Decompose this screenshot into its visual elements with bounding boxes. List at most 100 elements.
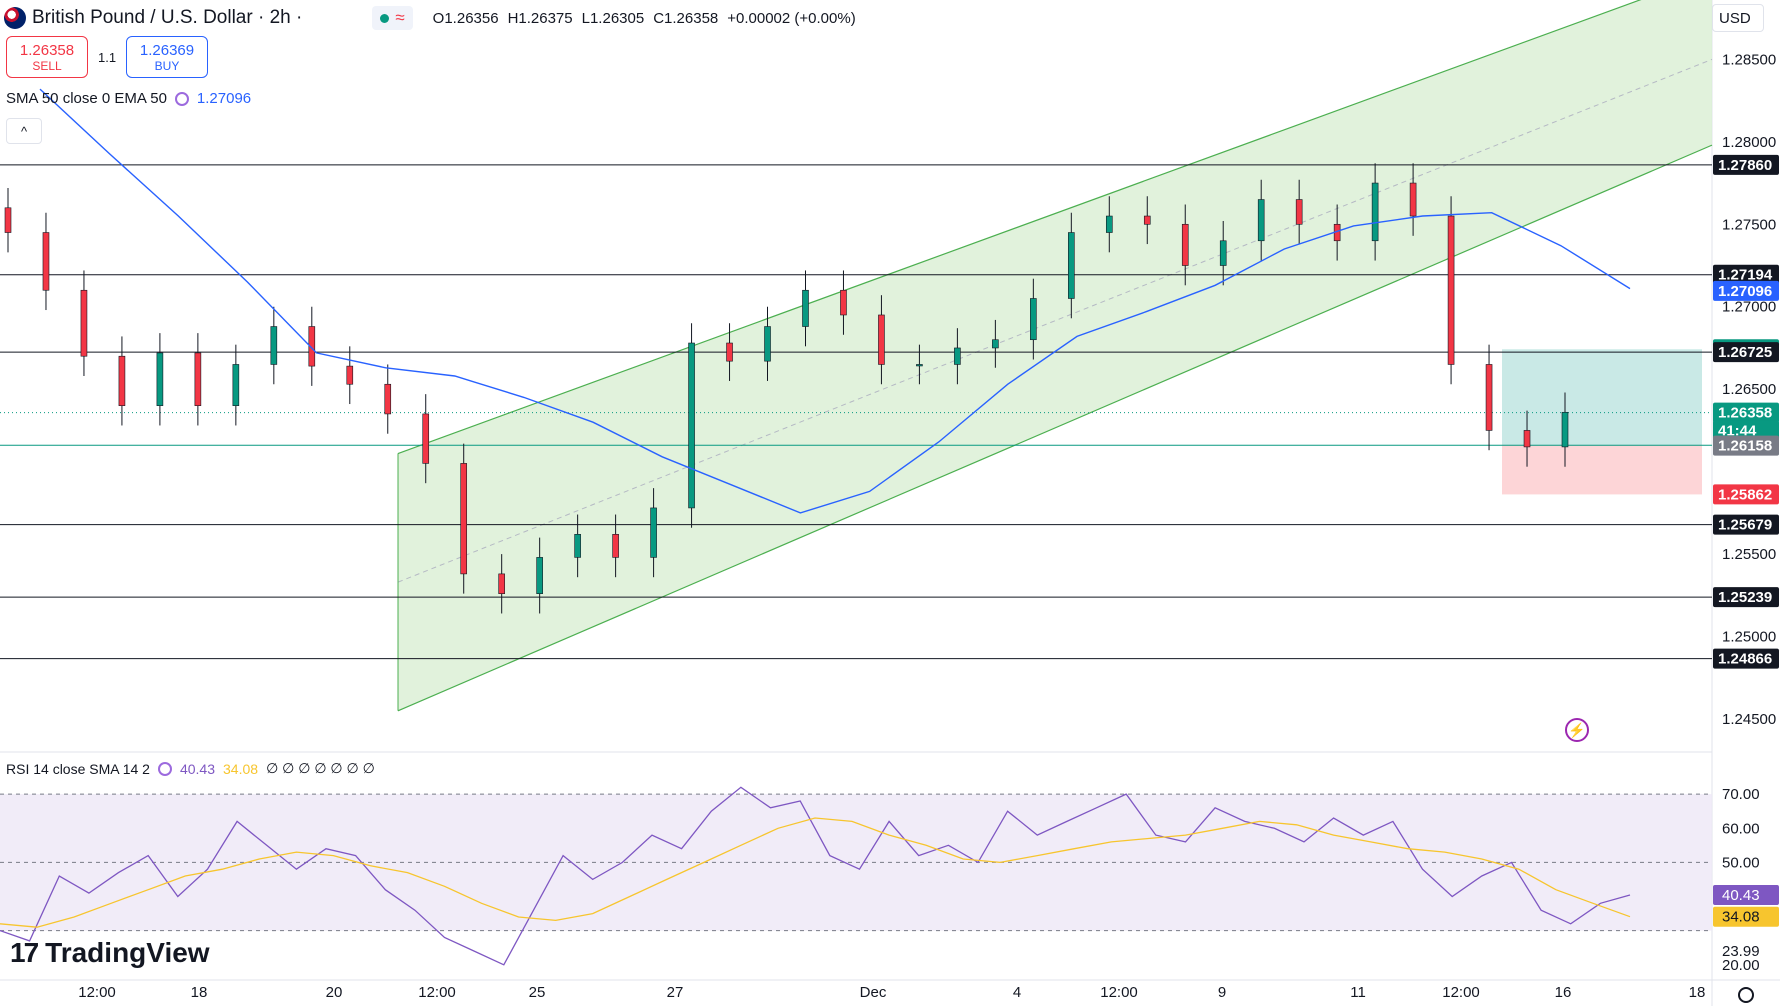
- time-tick-label: 4: [1012, 984, 1022, 1001]
- price-tick-label: 1.27500: [1722, 216, 1776, 233]
- rsi-sma-value: 34.08: [223, 760, 259, 777]
- time-tick-label: 12:00: [418, 984, 456, 1001]
- candle-body: [1143, 215, 1151, 225]
- time-tick-label: 12:00: [78, 984, 116, 1001]
- rsi-sma-line: [0, 817, 1631, 928]
- candle-body: [1447, 215, 1455, 365]
- rsi-pane[interactable]: [0, 786, 1712, 966]
- sell-button[interactable]: 1.26358 SELL: [6, 36, 88, 78]
- candle-body: [1485, 364, 1493, 431]
- ohlc-high: H1.26375: [507, 9, 573, 27]
- candle-body: [156, 352, 164, 406]
- candle-body: [1257, 199, 1265, 242]
- price-tag-label[interactable]: 1.27096: [1718, 283, 1772, 300]
- position-stop-zone[interactable]: [1502, 445, 1702, 495]
- symbol-header[interactable]: British Pound / U.S. Dollar · 2h · ≈ O1.…: [4, 4, 856, 32]
- candle-body: [612, 534, 619, 558]
- parallel-channel[interactable]: [397, 0, 1713, 712]
- rsi-tag-label[interactable]: 40.43: [1722, 887, 1760, 904]
- price-tick-label: 1.25500: [1722, 546, 1776, 563]
- buy-label: BUY: [154, 59, 180, 73]
- ohlc-open: O1.26356: [432, 9, 499, 27]
- market-status[interactable]: ≈: [372, 6, 413, 30]
- candle-body: [840, 289, 847, 316]
- currency-button[interactable]: USD: [1712, 4, 1764, 32]
- long-position-tool[interactable]: [1502, 349, 1702, 495]
- sma-50-path: [39, 88, 1631, 514]
- candle-body: [460, 463, 468, 575]
- price-tag-bg: [1713, 154, 1779, 175]
- candle-body: [764, 326, 771, 362]
- time-tick-label: 18: [190, 984, 208, 1001]
- spread-value: 1.1: [98, 50, 117, 65]
- channel-lower-line[interactable]: [397, 144, 1713, 712]
- candle-body: [118, 355, 126, 406]
- candle-body: [1523, 430, 1531, 448]
- price-tag-label[interactable]: 41:44: [1718, 422, 1757, 439]
- price-tag-label[interactable]: 1.25239: [1718, 589, 1772, 606]
- rsi-legend[interactable]: RSI 14 close SMA 14 2 40.43 34.08 ∅ ∅ ∅ …: [6, 760, 375, 777]
- rsi-value: 40.43: [179, 760, 216, 777]
- candle-body: [1219, 240, 1227, 266]
- price-tag-bg: [1713, 648, 1779, 669]
- time-tick-label: 9: [1217, 984, 1227, 1001]
- candle-body: [1068, 232, 1075, 299]
- time-tick-label: 25: [528, 984, 546, 1001]
- candle-body: [346, 365, 354, 385]
- price-tag-label[interactable]: 1.26158: [1718, 438, 1772, 455]
- price-tag-label[interactable]: 1.27860: [1718, 157, 1772, 174]
- price-tag-label[interactable]: 1.25679: [1718, 517, 1772, 534]
- symbol-title[interactable]: British Pound / U.S. Dollar · 2h ·: [32, 7, 303, 28]
- time-tick-label: 16: [1554, 984, 1572, 1001]
- candle-body: [422, 413, 430, 464]
- price-tag-bg: [1713, 402, 1779, 423]
- time-tick-label: 11: [1350, 984, 1366, 1001]
- candle-body: [650, 507, 657, 558]
- candle-body: [498, 573, 505, 594]
- price-tick-label: 1.28000: [1722, 134, 1776, 151]
- collapse-legend-button[interactable]: ^: [6, 118, 42, 144]
- lightning-icon[interactable]: ⚡: [1565, 718, 1589, 742]
- tradingview-mark-icon: 17: [10, 937, 39, 968]
- time-tick-label: 12:00: [1100, 984, 1138, 1001]
- price-tag-bg: [1713, 484, 1779, 505]
- candle-body: [878, 314, 885, 365]
- rsi-label[interactable]: RSI 14 close SMA 14 2: [6, 760, 150, 777]
- support-resistance-levels[interactable]: [0, 164, 1712, 660]
- price-tag-bg: [1713, 264, 1779, 285]
- price-tick-label: 1.27000: [1722, 299, 1776, 316]
- sma-indicator-label[interactable]: SMA 50 close 0 EMA 50: [6, 90, 167, 107]
- tradingview-logo: 17 TradingView: [10, 937, 210, 969]
- buy-button[interactable]: 1.26369 BUY: [126, 36, 208, 78]
- candle-body: [802, 289, 809, 327]
- sell-label: SELL: [32, 59, 62, 73]
- price-tick-label: 1.28500: [1722, 51, 1776, 68]
- rsi-tag-bg: [1713, 885, 1779, 906]
- time-axis[interactable]: 12:00 18 20 12:00 25 27 Dec 4 12:00 9 11 12:00 16 18: [0, 980, 1705, 1006]
- rsi-tick-label: 23.99: [1722, 943, 1760, 960]
- channel-fill: [398, 0, 1712, 711]
- rsi-tag-label[interactable]: 34.08: [1722, 909, 1760, 926]
- rsi-cycle-icon[interactable]: [157, 761, 172, 776]
- candle-body: [954, 347, 961, 365]
- price-tag-bg: [1713, 435, 1779, 456]
- gear-icon[interactable]: [1738, 987, 1754, 1003]
- price-tag-label[interactable]: 1.26725: [1718, 344, 1772, 361]
- channel-upper-line[interactable]: [397, 0, 1712, 455]
- candle-body: [1409, 182, 1417, 217]
- candle-body: [80, 289, 88, 357]
- price-tag-label[interactable]: 1.27194: [1718, 267, 1773, 284]
- price-tag-label[interactable]: 1.25862: [1718, 486, 1772, 503]
- market-open-dot-icon: [380, 13, 390, 23]
- candle-body: [916, 364, 923, 367]
- price-tag-bg: [1713, 514, 1779, 535]
- buy-price: 1.26369: [139, 42, 195, 59]
- price-tag-label[interactable]: 1.24866: [1718, 651, 1772, 668]
- cycle-icon[interactable]: [174, 91, 189, 106]
- price-tag-label[interactable]: 1.26358: [1718, 405, 1772, 422]
- sma-indicator-legend[interactable]: SMA 50 close 0 EMA 50 1.27096: [6, 90, 251, 107]
- candle-body: [726, 342, 733, 362]
- position-target-zone[interactable]: [1502, 349, 1702, 446]
- price-axis[interactable]: 1.28500 1.28000 1.27500 1.27000 1.26500 1.255…: [1713, 51, 1779, 974]
